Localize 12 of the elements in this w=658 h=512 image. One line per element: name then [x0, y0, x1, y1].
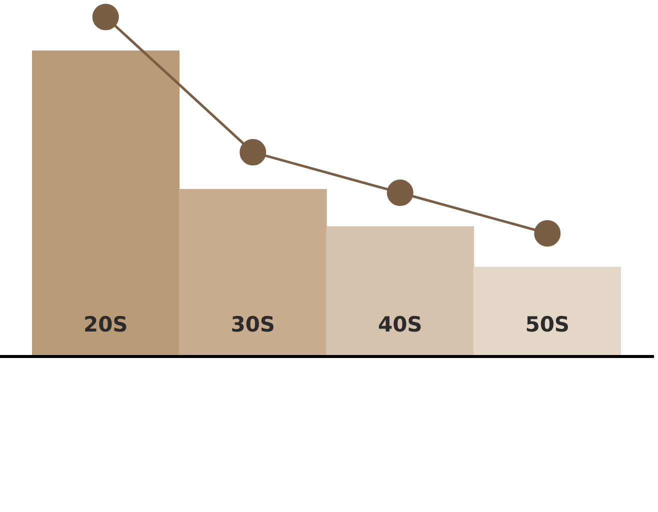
bar	[178, 189, 327, 355]
x-tick-label: 40S	[378, 312, 422, 336]
bar	[326, 226, 474, 355]
x-tick-label: 30S	[230, 312, 276, 336]
bar	[473, 266, 621, 355]
point	[386, 180, 414, 206]
point	[534, 220, 561, 247]
x-tick-label: 20S	[83, 312, 128, 336]
x-tick-label: 50S	[525, 312, 570, 336]
bar	[32, 50, 180, 355]
point	[92, 4, 119, 30]
point	[240, 138, 266, 166]
